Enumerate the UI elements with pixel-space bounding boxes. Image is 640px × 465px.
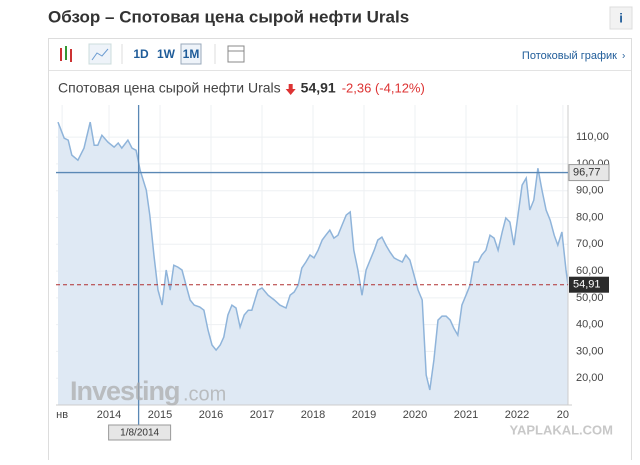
price-line [57, 121, 569, 391]
x-tick-label: 20 [557, 409, 569, 421]
x-tick-label: 2018 [301, 409, 325, 421]
table-icon[interactable] [227, 45, 245, 63]
down-arrow [285, 84, 296, 95]
x-tick-label: 2014 [97, 409, 121, 421]
interval-button[interactable]: 1M [183, 47, 200, 61]
x-tick-label: 2015 [148, 409, 172, 421]
crosshair-y-label: 96,77 [573, 166, 601, 178]
area-icon[interactable] [88, 43, 112, 65]
info-button[interactable] [609, 6, 633, 30]
quote-price: 54,91 [301, 80, 336, 96]
crosshair-x-label: 1/8/2014 [120, 428, 159, 439]
y-tick-label: 80,00 [576, 211, 604, 223]
y-tick-label: 70,00 [576, 238, 604, 250]
brand-watermark: Investing [70, 376, 180, 406]
x-tick-label: 2022 [505, 409, 529, 421]
stream-arrow: › [622, 51, 625, 62]
y-tick-label: 110,00 [576, 131, 609, 143]
stream-link[interactable]: Потоковый график [522, 50, 617, 62]
quote-name: Спотовая цена сырой нефти Urals [58, 80, 281, 96]
area-fill [58, 122, 568, 405]
x-tick-label: 2016 [199, 409, 223, 421]
x-tick-label: нв [56, 409, 68, 421]
crosshair-x-box [108, 424, 172, 441]
y-tick-label: 30,00 [576, 345, 604, 357]
site-watermark: YAPLAKAL.COM [509, 422, 613, 437]
x-tick-label: 2017 [250, 409, 274, 421]
y-tick-label: 20,00 [576, 372, 604, 384]
brand-watermark-suffix: .com [183, 383, 226, 405]
y-tick-label: 90,00 [576, 185, 604, 197]
y-tick-label: 50,00 [576, 292, 604, 304]
page-title: Обзор – Спотовая цена сырой нефти Urals [48, 7, 409, 26]
active-interval-box [180, 43, 202, 65]
plot: 20,00 30,00 40,00 50,00 60,00 70,00 80,00 90,00… [56, 105, 610, 441]
x-tick-label: 2021 [454, 409, 478, 421]
crosshair-y-box [568, 164, 610, 182]
y-tick-label: 60,00 [576, 265, 604, 277]
candles-icon[interactable] [60, 46, 72, 62]
interval-button[interactable]: 1D [133, 47, 149, 61]
y-tick-label: 40,00 [576, 319, 604, 331]
last-price-label: 54,91 [573, 279, 601, 291]
last-price-box [569, 276, 609, 293]
x-tick-label: 2020 [403, 409, 427, 421]
area-icon-line [91, 48, 109, 61]
x-tick-label: 2019 [352, 409, 376, 421]
info-icon[interactable]: i [619, 10, 623, 25]
interval-button[interactable]: 1W [157, 47, 176, 61]
quote-change: -2,36 (-4,12%) [342, 80, 425, 95]
